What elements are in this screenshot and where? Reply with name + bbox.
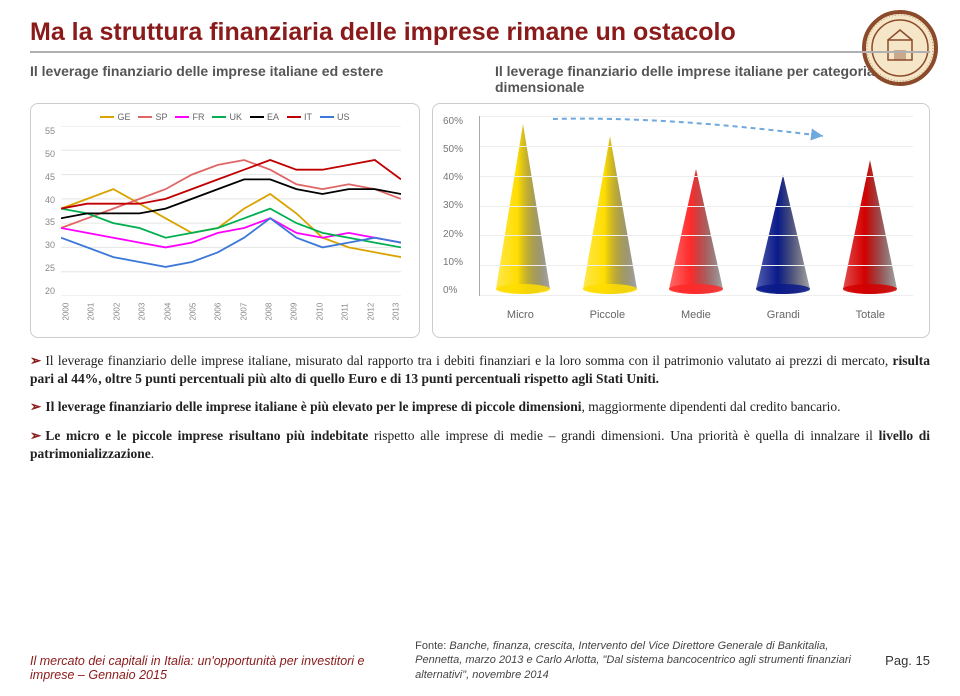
- legend-item: IT: [287, 112, 312, 122]
- chevron-icon: ➢: [30, 399, 41, 414]
- bullet-1: ➢Il leverage finanziario delle imprese i…: [30, 352, 930, 388]
- subtitle-left: Il leverage finanziario delle imprese it…: [30, 63, 465, 95]
- subtitles-row: Il leverage finanziario delle imprese it…: [30, 63, 930, 95]
- bullet-3: ➢Le micro e le piccole imprese risultano…: [30, 427, 930, 463]
- page-number: Pag. 15: [885, 653, 930, 668]
- legend-item: EA: [250, 112, 279, 122]
- chevron-icon: ➢: [30, 428, 41, 443]
- slide-title: Ma la struttura finanziaria delle impres…: [30, 18, 930, 47]
- line-chart-x-axis: 2000200120022003200420052006200720082009…: [61, 311, 401, 320]
- legend-item: UK: [212, 112, 242, 122]
- footer-right-group: Fonte: Banche, finanza, crescita, Interv…: [415, 639, 930, 682]
- line-chart-plot: [61, 126, 401, 296]
- cone-medie: [658, 169, 736, 295]
- footer-source: Fonte: Banche, finanza, crescita, Interv…: [415, 639, 875, 682]
- legend-item: US: [320, 112, 350, 122]
- title-bar: Ma la struttura finanziaria delle impres…: [30, 18, 930, 53]
- cone-label: Grandi: [767, 309, 800, 321]
- cone-label: Medie: [681, 309, 711, 321]
- bullet-2: ➢Il leverage finanziario delle imprese i…: [30, 398, 930, 416]
- cone-totale: [831, 160, 909, 295]
- line-chart: 5550454035302520 20002001200220032004200…: [47, 126, 407, 316]
- cone-chart-x-axis: Micro Piccole Medie Grandi Totale: [479, 309, 913, 321]
- cone-chart: 60%50%40%30%20%10%0% Micro Piccole Medie Gr…: [443, 112, 919, 327]
- legend-item: SP: [138, 112, 167, 122]
- cone-chart-plot: [479, 116, 913, 296]
- cone-micro: [484, 124, 562, 295]
- body-text: ➢Il leverage finanziario delle imprese i…: [30, 352, 930, 463]
- chevron-icon: ➢: [30, 353, 41, 368]
- line-chart-y-axis: 5550454035302520: [41, 126, 55, 296]
- footer: Il mercato dei capitali in Italia: un'op…: [30, 639, 930, 682]
- cone-label: Micro: [507, 309, 534, 321]
- legend-item: GE: [100, 112, 130, 122]
- slide-root: Ma la struttura finanziaria delle impres…: [0, 0, 960, 696]
- line-chart-box: GE SP FR UK EA IT US 5550454035302520 20002001…: [30, 103, 420, 338]
- footer-left: Il mercato dei capitali in Italia: un'op…: [30, 654, 370, 682]
- line-chart-legend: GE SP FR UK EA IT US: [41, 112, 409, 122]
- legend-item: FR: [175, 112, 204, 122]
- charts-row: GE SP FR UK EA IT US 5550454035302520 20002001…: [30, 103, 930, 338]
- cone-chart-y-axis: 60%50%40%30%20%10%0%: [443, 116, 463, 296]
- cone-label: Totale: [856, 309, 885, 321]
- cone-label: Piccole: [590, 309, 625, 321]
- cone-piccole: [571, 136, 649, 295]
- cone-chart-box: 60%50%40%30%20%10%0% Micro Piccole Medie Gr…: [432, 103, 930, 338]
